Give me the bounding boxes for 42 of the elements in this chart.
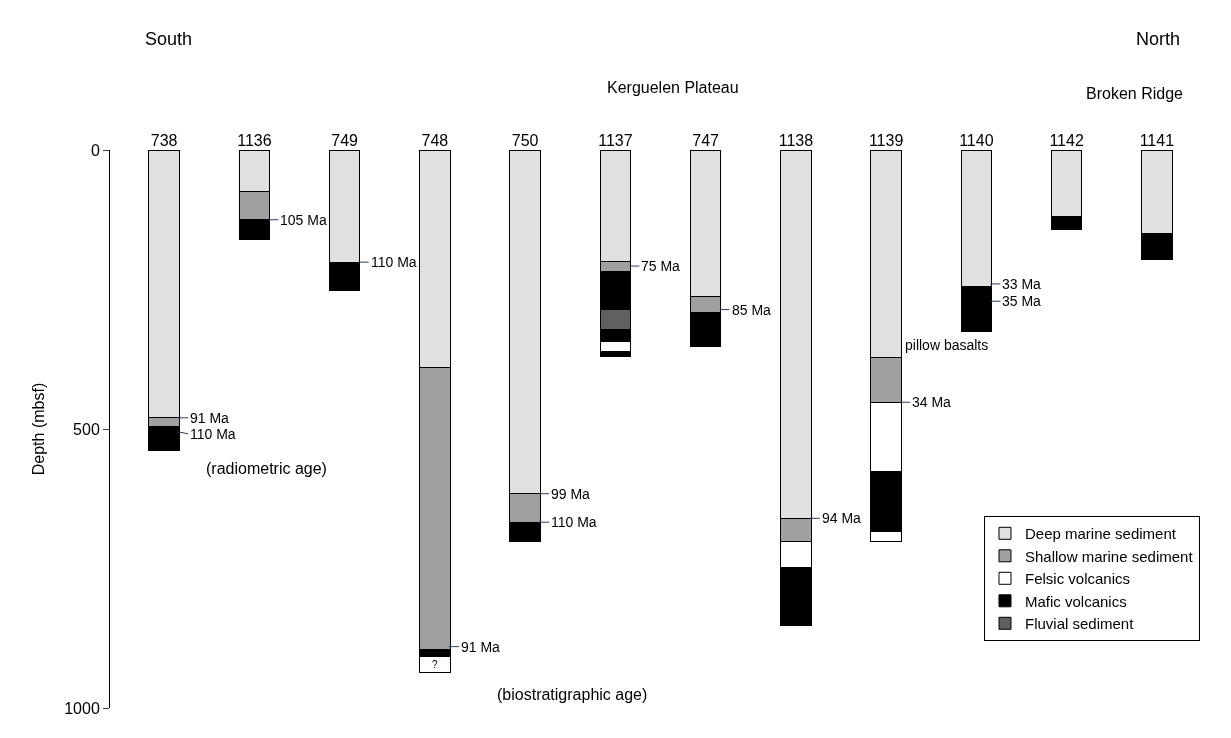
annotation: 75 Ma: [641, 258, 681, 274]
x-tick-label: 1137: [598, 131, 633, 149]
annotation: (biostratigraphic age): [497, 686, 648, 703]
text: North: [1136, 29, 1181, 49]
text: Kerguelen Plateau: [607, 79, 739, 96]
x-tick-label: 738: [150, 131, 178, 149]
legend-label: Shallow marine sediment: [1024, 547, 1194, 565]
legend-label: Mafic volcanics: [1024, 592, 1127, 610]
text: Broken Ridge: [1086, 85, 1184, 102]
y-axis-title: Depth (mbsf): [30, 382, 48, 476]
annotation: 33 Ma: [1002, 276, 1042, 292]
annotation: 99 Ma: [551, 486, 591, 502]
annotation: 110 Ma: [551, 514, 597, 530]
annotation: 110 Ma: [190, 426, 236, 442]
legend-label: Fluvial sediment: [1024, 615, 1135, 633]
x-tick-label: 1140: [959, 131, 994, 149]
legend-label: Deep marine sediment: [1024, 525, 1177, 543]
legend-label: Felsic volcanics: [1024, 570, 1131, 588]
annotation: 91 Ma: [461, 639, 501, 655]
x-tick-label: 750: [511, 131, 539, 149]
annotation: 110 Ma: [371, 254, 417, 270]
x-tick-label: 747: [692, 131, 720, 149]
x-tick-label: 1138: [778, 131, 814, 149]
x-tick-label: 749: [331, 131, 359, 149]
x-tick-label: 1141: [1139, 131, 1175, 149]
text: South: [145, 29, 193, 49]
annotation: 35 Ma: [1002, 293, 1042, 309]
annotation: 85 Ma: [732, 302, 772, 318]
annotation: 91 Ma: [190, 410, 230, 426]
annotation: 105 Ma: [280, 212, 327, 228]
annotation: (radiometric age): [206, 460, 327, 477]
y-tick-label: 0: [90, 141, 100, 159]
x-tick-label: 1142: [1049, 131, 1084, 149]
y-tick-label: 1000: [64, 699, 100, 717]
annotation: ?: [432, 659, 438, 670]
annotation: 34 Ma: [912, 394, 952, 410]
x-tick-label: 748: [421, 131, 449, 149]
y-tick-label: 500: [73, 420, 100, 438]
x-tick-label: 1136: [237, 131, 272, 149]
annotation: pillow basalts: [905, 337, 989, 353]
annotation: 94 Ma: [822, 510, 862, 526]
x-tick-label: 1139: [868, 131, 904, 149]
